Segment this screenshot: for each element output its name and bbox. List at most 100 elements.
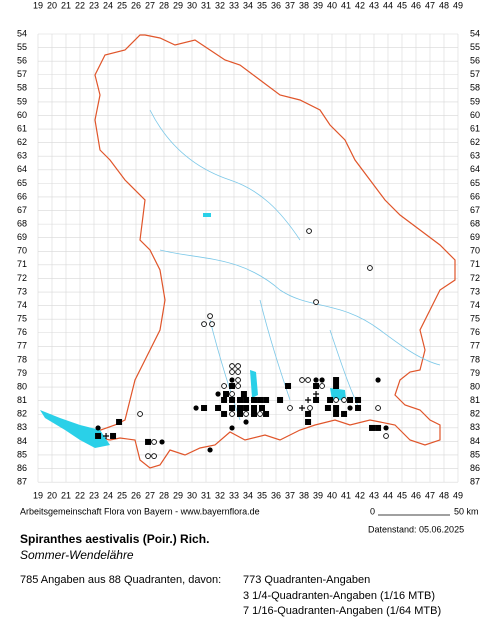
- record-square: [305, 418, 312, 425]
- record-square: [375, 424, 382, 431]
- row-label: 62: [470, 137, 480, 147]
- column-label: 27: [145, 0, 155, 10]
- record-open: [257, 411, 263, 417]
- column-label: 47: [425, 490, 435, 500]
- row-label: 56: [17, 56, 27, 66]
- record-dot: [215, 391, 221, 397]
- record-square: [237, 404, 244, 411]
- record-open: [307, 405, 313, 411]
- row-label: 69: [470, 232, 480, 242]
- record-square: [313, 382, 320, 389]
- record-square: [240, 391, 247, 398]
- row-label: 71: [17, 259, 27, 269]
- column-label: 23: [89, 0, 99, 10]
- record-open: [235, 377, 241, 383]
- column-label: 22: [75, 490, 85, 500]
- row-label: 76: [470, 327, 480, 337]
- row-label: 61: [470, 123, 480, 133]
- column-label: 46: [411, 0, 421, 10]
- column-label: 19: [33, 490, 43, 500]
- record-plus: [103, 432, 110, 439]
- record-square: [333, 377, 340, 384]
- column-label: 26: [131, 0, 141, 10]
- column-label: 20: [47, 0, 57, 10]
- row-label: 61: [17, 123, 27, 133]
- record-open: [243, 411, 249, 417]
- column-label: 20: [47, 490, 57, 500]
- record-square: [251, 404, 258, 411]
- row-label: 57: [17, 69, 27, 79]
- column-label: 41: [341, 0, 351, 10]
- row-label: 74: [470, 300, 480, 310]
- stats-total: 785 Angaben aus 88 Quadranten, davon:: [20, 574, 221, 586]
- column-label: 30: [187, 490, 197, 500]
- column-label: 34: [243, 490, 253, 500]
- record-dot: [313, 377, 319, 383]
- column-label: 36: [271, 490, 281, 500]
- record-square: [201, 404, 208, 411]
- record-open: [306, 228, 312, 234]
- row-label: 60: [470, 110, 480, 120]
- column-label: 31: [201, 490, 211, 500]
- row-label: 81: [17, 395, 27, 405]
- record-open: [383, 433, 389, 439]
- record-square: [229, 382, 236, 389]
- column-label: 48: [439, 490, 449, 500]
- record-square: [285, 382, 292, 389]
- row-label: 63: [470, 151, 480, 161]
- row-label: 78: [17, 354, 27, 364]
- record-open: [299, 377, 305, 383]
- record-square: [145, 438, 152, 445]
- record-dot: [193, 405, 199, 411]
- record-square: [333, 382, 340, 389]
- row-label: 74: [17, 300, 27, 310]
- record-open: [207, 313, 213, 319]
- row-label: 73: [17, 286, 27, 296]
- record-open: [341, 397, 347, 403]
- record-dot: [347, 405, 353, 411]
- row-label: 62: [17, 137, 27, 147]
- row-label: 59: [470, 96, 480, 106]
- record-square: [313, 396, 320, 403]
- record-square: [237, 396, 244, 403]
- record-dot: [95, 425, 101, 431]
- row-label: 68: [470, 218, 480, 228]
- record-square: [277, 396, 284, 403]
- record-open: [375, 405, 381, 411]
- row-label: 58: [17, 83, 27, 93]
- record-square: [355, 396, 362, 403]
- record-square: [251, 410, 258, 417]
- column-label: 29: [173, 0, 183, 10]
- record-dot: [319, 377, 325, 383]
- common-name: Sommer-Wendelähre: [20, 548, 134, 562]
- record-square: [221, 396, 228, 403]
- record-square: [341, 410, 348, 417]
- row-label: 58: [470, 83, 480, 93]
- column-label: 32: [215, 0, 225, 10]
- column-label: 39: [313, 490, 323, 500]
- record-square: [116, 418, 123, 425]
- record-open: [229, 391, 235, 397]
- column-label: 22: [75, 0, 85, 10]
- column-label: 29: [173, 490, 183, 500]
- column-label: 33: [229, 0, 239, 10]
- record-square: [221, 410, 228, 417]
- record-open: [235, 363, 241, 369]
- record-square: [369, 424, 376, 431]
- column-label: 26: [131, 490, 141, 500]
- column-label: 39: [313, 0, 323, 10]
- row-label: 66: [17, 191, 27, 201]
- record-square: [263, 396, 270, 403]
- record-square: [223, 391, 230, 398]
- row-label: 80: [17, 381, 27, 391]
- column-label: 32: [215, 490, 225, 500]
- record-dot: [383, 425, 389, 431]
- row-label: 73: [470, 286, 480, 296]
- column-label: 35: [257, 0, 267, 10]
- row-label: 84: [470, 436, 480, 446]
- column-label: 25: [117, 0, 127, 10]
- bavaria-outline: [93, 34, 456, 469]
- column-label: 27: [145, 490, 155, 500]
- record-dot: [229, 425, 235, 431]
- row-label: 65: [470, 178, 480, 188]
